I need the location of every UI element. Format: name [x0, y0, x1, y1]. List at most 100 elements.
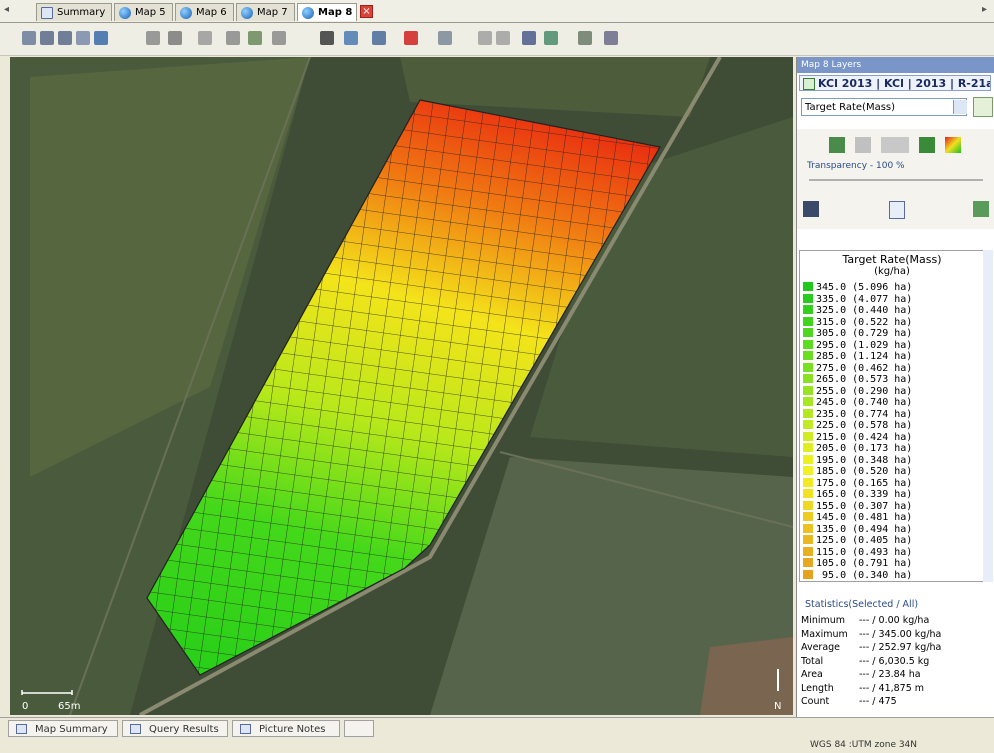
toolbar-button[interactable]	[198, 31, 212, 45]
legend-swatch	[803, 581, 813, 582]
tab[interactable]: Map 5	[114, 3, 173, 21]
stat-value: --- / 252.97 kg/ha	[859, 642, 942, 653]
toolbar-button[interactable]	[272, 31, 286, 45]
tool-icon[interactable]	[973, 201, 989, 217]
stat-value: --- / 345.00 kg/ha	[859, 628, 942, 640]
legend-label: 235.0 (0.774 ha)	[816, 408, 913, 420]
scale-end: 65m	[58, 701, 80, 712]
stat-label: Count	[801, 696, 830, 707]
stat-label: Minimum	[801, 615, 846, 626]
toolbar	[0, 23, 994, 56]
legend-label: 345.0 (5.096 ha)	[816, 282, 913, 293]
toolbar-button[interactable]	[146, 31, 160, 45]
tool-icon[interactable]	[945, 137, 961, 153]
tab-icon	[41, 7, 53, 19]
projection: WGS 84 :UTM zone 34N	[810, 740, 918, 750]
legend-swatch	[803, 339, 813, 349]
legend-label: 265.0 (0.573 ha)	[816, 374, 913, 385]
map-canvas: 0 65m N	[10, 57, 793, 715]
tool-icon[interactable]	[919, 137, 935, 153]
tab[interactable]: Map 6	[175, 3, 234, 21]
toolbar-button[interactable]	[76, 31, 90, 45]
legend-item: 335.0 (4.077 ha)	[803, 293, 912, 306]
legend-swatch	[803, 535, 813, 544]
tool-icon[interactable]	[829, 137, 845, 153]
legend-scrollbar[interactable]	[983, 250, 993, 582]
field-patch	[700, 637, 793, 715]
stat-value: --- / 475	[859, 696, 897, 707]
toolbar-button[interactable]	[344, 31, 358, 45]
legend-swatch	[803, 431, 813, 441]
toolbar-button[interactable]	[404, 31, 418, 45]
legend-label: 285.0 (1.124 ha)	[816, 351, 913, 362]
legend-swatch	[803, 408, 813, 418]
legend-swatch	[803, 489, 813, 498]
toolbar-button[interactable]	[604, 31, 618, 45]
legend-item: 185.0 (0.520 ha)	[803, 466, 912, 478]
status-bar: WGS 84 :UTM zone 34N	[0, 738, 994, 753]
toolbar-button[interactable]	[544, 31, 558, 45]
edit-button[interactable]	[973, 97, 993, 117]
road	[139, 57, 722, 715]
legend-item: 265.0 (0.573 ha)	[803, 374, 912, 386]
toolbar-button[interactable]	[248, 31, 262, 45]
transparency-label: Transparency - 100 %	[807, 161, 905, 171]
panel-title: Map 8 Layers	[797, 57, 994, 73]
toolbar-button[interactable]	[226, 31, 240, 45]
scroll-right[interactable]: ▸	[982, 4, 988, 15]
toolbar-button[interactable]	[168, 31, 182, 45]
map-view[interactable]: 0 65m N	[10, 57, 793, 715]
attribute-dropdown[interactable]: Target Rate(Mass)	[801, 98, 967, 116]
legend-swatch	[803, 362, 813, 372]
stat-value: --- / 0.00 kg/ha	[859, 615, 930, 626]
legend-item: 345.0 (5.096 ha)	[803, 282, 912, 294]
track	[499, 451, 793, 528]
bottom-tab[interactable]: Picture Notes	[232, 720, 340, 737]
bottom-tab[interactable]: Map Summary	[8, 720, 118, 737]
transparency-slider[interactable]	[809, 179, 983, 181]
toolbar-button[interactable]	[522, 31, 536, 45]
legend-swatch	[803, 477, 813, 487]
bottom-tab[interactable]: Query Results	[122, 720, 228, 737]
legend-swatch	[803, 558, 813, 567]
tab[interactable]: Map 7	[236, 3, 295, 21]
legend-label: 305.0 (0.729 ha)	[816, 328, 913, 339]
empty-tab[interactable]	[344, 720, 374, 737]
toolbar-button[interactable]	[94, 31, 108, 45]
tools-area: Transparency - 100 %	[797, 129, 994, 229]
tool-icon[interactable]	[889, 201, 905, 219]
legend-item: 255.0 (0.290 ha)	[803, 385, 912, 398]
legend-item: 95.0 (0.340 ha)	[803, 569, 912, 582]
legend-item: 215.0 (0.424 ha)	[803, 431, 912, 444]
toolbar-button[interactable]	[478, 31, 492, 45]
statistics: Statistics(Selected / All) Minimum --- / …	[797, 595, 994, 717]
legend-label: 105.0 (0.791 ha)	[816, 558, 913, 569]
tab[interactable]: Summary	[36, 3, 112, 21]
legend-label: 195.0 (0.348 ha)	[816, 454, 913, 466]
close-tab[interactable]: ×	[360, 5, 373, 18]
layer-name[interactable]: KCl 2013 | KCl | 2013 | R-21a	[799, 75, 991, 91]
dropdown-arrow[interactable]	[953, 100, 967, 114]
toolbar-button[interactable]	[438, 31, 452, 45]
legend-swatch	[803, 420, 813, 429]
toolbar-button[interactable]	[58, 31, 72, 45]
legend-unit: (kg/ha)	[874, 266, 910, 277]
toolbar-button[interactable]	[22, 31, 36, 45]
toolbar-button[interactable]	[40, 31, 54, 45]
north-label: N	[774, 701, 781, 712]
toolbar-button[interactable]	[372, 31, 386, 45]
scroll-left[interactable]: ◂	[4, 4, 10, 15]
legend-swatch	[803, 523, 813, 533]
tab-icon	[302, 7, 314, 19]
field-patch	[430, 457, 793, 715]
tool-icon[interactable]	[803, 201, 819, 217]
legend-label: 315.0 (0.522 ha)	[816, 316, 913, 328]
toolbar-button[interactable]	[320, 31, 334, 45]
legend-label: 225.0 (0.578 ha)	[816, 420, 913, 431]
layer-checkbox[interactable]	[803, 78, 815, 90]
tool-icon[interactable]	[855, 137, 871, 153]
toolbar-button[interactable]	[578, 31, 592, 45]
tab[interactable]: Map 8	[297, 3, 357, 21]
tool-icon[interactable]	[881, 137, 909, 153]
toolbar-button[interactable]	[496, 31, 510, 45]
